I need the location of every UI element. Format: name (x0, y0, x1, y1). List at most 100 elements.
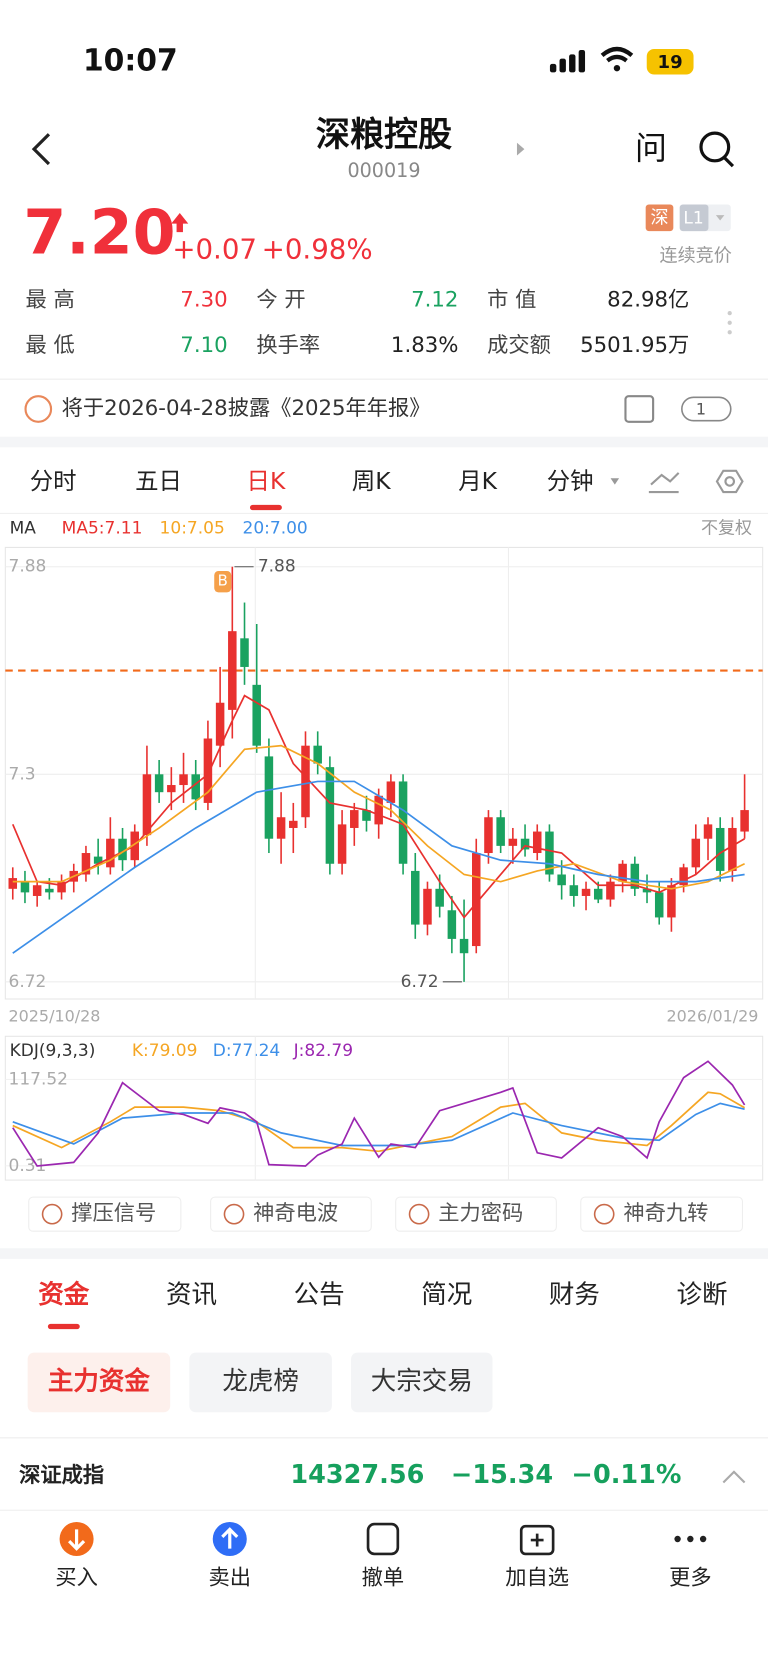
period-tab[interactable]: 分时 (30, 467, 77, 495)
ma-legend: MA5:7.11 (62, 518, 143, 538)
period-tab[interactable]: 周K (352, 467, 391, 495)
sub-tab-bg[interactable] (351, 1352, 493, 1413)
y-tick-label: 7.88 (9, 557, 47, 577)
section-tabs: 资金 资讯 公告 简况 财务 诊断 (38, 1280, 728, 1330)
tool-button[interactable] (580, 1196, 744, 1232)
candle-body (496, 817, 505, 846)
indicator-icon[interactable] (648, 472, 680, 494)
candle-body (703, 824, 713, 839)
sub-tab: 大宗交易 (371, 1366, 473, 1396)
candle-body (32, 885, 42, 896)
kdj-legend: D:77.24 (213, 1041, 281, 1061)
candle-body (240, 638, 249, 667)
ask-button[interactable]: 问 (635, 129, 667, 167)
cancel-icon (366, 1522, 400, 1556)
index-pct: −0.11% (572, 1460, 682, 1490)
next-arrow[interactable] (516, 142, 525, 156)
section-tab[interactable]: 资讯 (166, 1280, 217, 1310)
y-tick-label: 6.72 (9, 972, 47, 992)
divider (0, 1248, 768, 1259)
candle-body (630, 863, 640, 889)
tool-icon (41, 1203, 63, 1225)
section-tab[interactable]: 诊断 (677, 1280, 728, 1310)
period-tab[interactable]: 月K (458, 467, 497, 495)
stock-code: 000019 (347, 159, 420, 182)
candle-body (618, 863, 627, 882)
more-icon (674, 1535, 707, 1543)
ma-legend: 20:7.00 (243, 518, 308, 538)
y-tick-label: 7.3 (9, 764, 36, 784)
candle-body (508, 838, 518, 846)
expand-button[interactable] (722, 1470, 746, 1484)
tool-icon (408, 1203, 430, 1225)
section-tab[interactable]: 公告 (294, 1280, 345, 1310)
period-tab[interactable]: 分钟 (547, 467, 594, 495)
period-tabs: 分时 五日 日K 周K 月K 分钟 (30, 467, 594, 511)
stat-label: 今 开 (256, 287, 305, 312)
section-tab[interactable]: 资金 (38, 1280, 89, 1310)
search-button[interactable] (699, 131, 731, 163)
period-tab[interactable]: 五日 (135, 467, 182, 495)
candle-body (313, 745, 322, 764)
action-label[interactable]: 卖出 (209, 1565, 252, 1590)
trade-state: 连续竞价 (660, 246, 732, 267)
sub-tab-bg[interactable] (27, 1352, 171, 1413)
adjust-mode[interactable]: 不复权 (701, 518, 752, 538)
stat-value: 7.10 (180, 333, 227, 358)
signal (549, 50, 586, 73)
date-end: 2026/01/29 (667, 1007, 759, 1026)
candle-body (276, 817, 286, 839)
tool-button[interactable] (28, 1196, 182, 1232)
stat-label: 换手率 (256, 333, 320, 358)
stat-label: 最 高 (26, 287, 75, 312)
kdj-legend: J:82.79 (293, 1041, 353, 1061)
action-label[interactable]: 更多 (669, 1565, 712, 1590)
candle-body (679, 867, 688, 886)
action-label[interactable]: 买入 (55, 1565, 98, 1590)
candle-body (252, 684, 261, 746)
wifi (600, 46, 634, 63)
candle-body (569, 885, 579, 896)
up-arrow (171, 213, 189, 233)
candle-body (484, 817, 493, 854)
candle-body (118, 838, 127, 861)
candle-body (264, 756, 274, 839)
settings-icon[interactable] (715, 469, 744, 494)
candle-body (57, 881, 66, 893)
candle-body (179, 774, 188, 786)
candle-body (411, 870, 420, 925)
candle-body (606, 881, 615, 900)
share-icon[interactable] (624, 395, 655, 423)
stat-label: 成交额 (487, 333, 551, 358)
buy-marker-label: B (218, 572, 228, 590)
back-button[interactable] (31, 133, 51, 166)
candle-body (435, 888, 444, 907)
candle-body (386, 781, 396, 803)
period-tab[interactable]: 日K (247, 467, 286, 495)
index-value: 14327.56 (290, 1460, 424, 1490)
sub-tab-bg[interactable] (189, 1352, 332, 1413)
notice-text[interactable]: 将于2026-04-28披露《2025年年报》 (62, 396, 431, 421)
notice-count[interactable] (681, 396, 732, 422)
index-change: −15.34 (451, 1460, 553, 1490)
action-label[interactable]: 撤单 (362, 1565, 405, 1590)
action-label[interactable]: 加自选 (505, 1565, 569, 1590)
clock: 10:07 (83, 43, 178, 78)
candle-body (350, 810, 359, 828)
candle-body (337, 824, 347, 864)
tool-icon (593, 1203, 615, 1225)
candle-body (447, 910, 457, 939)
tool-button[interactable] (395, 1196, 557, 1232)
section-tab[interactable]: 财务 (549, 1280, 600, 1310)
price-change: +0.07 (172, 232, 257, 265)
indicator-line (12, 744, 745, 890)
section-tab[interactable]: 简况 (421, 1280, 472, 1310)
candle-body (642, 888, 652, 893)
tool-icon (223, 1203, 245, 1225)
date-start: 2025/10/28 (9, 1007, 101, 1026)
tool-button[interactable] (210, 1196, 372, 1232)
candle-body (142, 774, 152, 836)
candle-body (581, 888, 591, 896)
